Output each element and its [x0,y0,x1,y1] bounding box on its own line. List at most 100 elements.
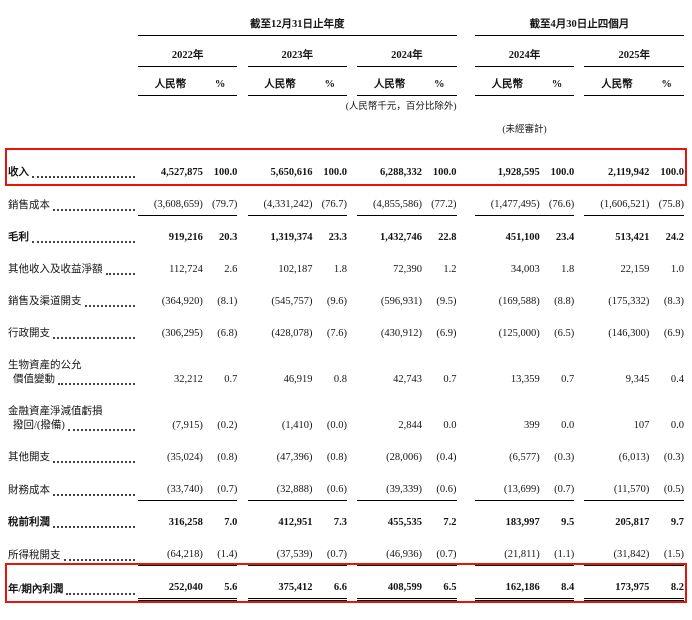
percent-value: 100.0 [660,167,684,178]
percent-value: 0.7 [224,374,238,385]
group-gap-cell [457,344,475,390]
rmb-value: (31,842) [584,533,650,566]
percent-value: 100.0 [213,167,238,178]
row-label: 金融資產淨減值虧損 撥回/(撥備) [8,390,138,436]
percent-value: 7.0 [224,517,238,528]
table-row: 金融資產淨減值虧損 撥回/(撥備) (7,915) (0.2) (1,410) (0.0)… [8,390,684,436]
percent-value: (8.1) [217,296,238,307]
dotted-leader [32,176,135,178]
year-header-2023: 2023年 [247,35,347,67]
year-header-2024: 2024年 [357,35,457,67]
rmb-value: (13,699) [474,468,540,501]
spacer-cell [574,114,584,151]
percent-value: 7.3 [333,517,347,528]
dotted-leader [53,493,135,496]
spacer-cell [347,468,357,501]
percent-value: (77.2) [422,183,457,216]
row-label-text: 銷售及渠道開支 [8,296,82,307]
percent-value: (0.8) [217,452,238,463]
row-label: 所得稅開支 [8,533,138,566]
annual-period-group-header: 截至12月31日止年度 [137,16,457,36]
rmb-value: 102,187 [278,264,313,275]
empty-cell [584,114,684,151]
percent-value: (0.0) [326,420,347,431]
spacer-cell [237,183,247,216]
percent-value: 9.5 [561,517,575,528]
dotted-leader [66,592,135,595]
percent-value: (0.2) [217,420,238,431]
spacer-cell [237,390,247,436]
rmb-value: 513,421 [615,232,650,243]
spacer-cell [574,36,584,67]
rmb-value: 32,212 [173,374,203,385]
unit-header-row: 人民幣 % 人民幣 % 人民幣 % 人民幣 % 人民幣 % [8,66,684,96]
spacer-cell [237,468,247,501]
rmb-value: 2,119,942 [607,167,650,178]
empty-cell [8,67,138,96]
group-gap-cell [457,16,475,36]
rmb-value: (175,332) [608,296,650,307]
percent-value: 0.7 [561,374,575,385]
rmb-value: 1,928,595 [497,167,540,178]
rmb-value: (33,740) [137,468,203,501]
spacer-cell [574,183,584,216]
income-statement-table: 截至12月31日止年度 截至4月30日止四個月 2022年 2023年 2024… [5,16,687,603]
row-label: 生物資產的公允 價值變動 [8,344,138,390]
percent-value: 100.0 [432,167,457,178]
row-label-text: 所得稅開支 [8,549,61,561]
row-label-text: 財務成本 [8,484,50,496]
rmb-value: (428,078) [271,328,313,339]
group-gap-cell [457,36,475,67]
percent-value: (0.5) [649,468,684,501]
rmb-value: 46,919 [283,374,313,385]
percent-value: 8.2 [649,565,684,601]
year-header-row: 2022年 2023年 2024年 2024年 2025年 [8,35,684,67]
row-label-text: 撥回/(撥備) [13,420,65,431]
group-gap-cell [457,280,475,312]
group-gap-cell [457,436,475,468]
interim-period-group-header: 截至4月30日止四個月 [474,16,684,36]
year-header-interim-2024: 2024年 [474,35,575,67]
rmb-value: 173,975 [584,565,650,601]
unaudited-note-row: (未經審計) [8,114,684,151]
dotted-leader [105,273,135,275]
percent-value: (6.8) [217,328,238,339]
dotted-leader [58,383,135,385]
row-label-text: 其他收入及收益淨額 [8,264,103,275]
table-row: 毛利 919,216 20.3 1,319,374 23.3 1,432,746 22.8 4… [8,216,684,249]
spacer-cell [347,67,357,96]
group-gap-cell [457,390,475,436]
spacer-cell [237,436,247,468]
rmb-value: (6,577) [509,452,540,463]
row-label: 銷售及渠道開支 [8,280,138,312]
group-gap-cell [457,533,475,566]
percent-value: 1.2 [443,264,457,275]
rmb-value: (1,606,521) [584,183,650,216]
unaudited-note: (未經審計) [502,125,547,135]
percent-value: 8.4 [539,565,575,601]
rmb-value: 107 [633,420,650,431]
rmb-value: 252,040 [137,565,203,601]
spacer-cell [347,248,357,280]
spacer-cell [347,436,357,468]
percent-value: 22.8 [438,232,457,243]
percent-value: 0.0 [443,420,457,431]
percent-value: (9.6) [326,296,347,307]
table-header: 截至12月31日止年度 截至4月30日止四個月 2022年 2023年 2024… [8,16,684,151]
rmb-value: 162,186 [474,565,540,601]
rmb-value: (364,920) [161,296,203,307]
row-label: 稅前利潤 [8,501,138,534]
rmb-value: 1,319,374 [270,232,313,243]
rmb-value: (1,477,495) [474,183,540,216]
spacer-cell [237,533,247,566]
spacer-cell [574,216,584,249]
spacer-cell [574,280,584,312]
rmb-value: (64,218) [137,533,203,566]
rmb-value: 72,390 [393,264,423,275]
group-gap-cell [457,67,475,96]
rmb-value: (1,410) [281,420,313,431]
group-gap-cell [457,151,475,183]
spacer-cell [347,390,357,436]
empty-cell [475,96,684,115]
rmb-value: 399 [524,420,540,431]
